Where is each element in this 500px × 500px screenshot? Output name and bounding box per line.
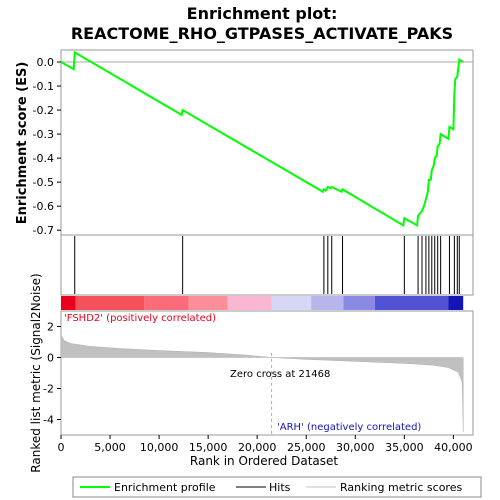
positive-correlation-label: 'FSHD2' (positively correlated) xyxy=(64,313,216,324)
ranked-ytick-label: -4 xyxy=(43,414,54,427)
heat-bar-segment xyxy=(374,296,449,310)
chart-title-line1: Enrichment plot: xyxy=(187,4,338,23)
ranked-ytick-label: -2 xyxy=(43,383,54,396)
es-y-axis-label: Enrichment score (ES) xyxy=(15,62,30,225)
x-axis-label: Rank in Ordered Dataset xyxy=(190,454,338,468)
es-ytick-label: 0.0 xyxy=(37,56,55,69)
x-tick-label: 15,000 xyxy=(189,441,228,454)
es-ytick-label: -0.6 xyxy=(33,200,54,213)
ranked-ytick-label: 2 xyxy=(47,321,54,334)
heat-bar-segment xyxy=(144,296,189,310)
es-ytick-label: -0.3 xyxy=(33,128,54,141)
chart-title-line2: REACTOME_RHO_GTPASES_ACTIVATE_PAKS xyxy=(71,24,453,43)
heat-bar-segment xyxy=(448,296,464,310)
zero-cross-label: Zero cross at 21468 xyxy=(230,369,330,380)
heat-bar-segment xyxy=(311,296,344,310)
heat-bar-segment xyxy=(227,296,272,310)
x-tick-label: 25,000 xyxy=(287,441,326,454)
es-panel-frame xyxy=(60,49,474,236)
ranked-ytick-label: 0 xyxy=(47,352,54,365)
es-ytick-label: -0.4 xyxy=(33,152,54,165)
heat-bar-segment xyxy=(188,296,228,310)
x-tick-label: 0 xyxy=(58,441,65,454)
es-ytick-label: -0.7 xyxy=(33,224,54,237)
x-tick-label: 40,000 xyxy=(434,441,473,454)
x-tick-label: 10,000 xyxy=(140,441,179,454)
x-tick-label: 35,000 xyxy=(385,441,424,454)
legend-label-ranking: Ranking metric scores xyxy=(340,481,462,494)
enrichment-profile-line xyxy=(60,50,464,228)
es-ytick-label: -0.5 xyxy=(33,176,54,189)
x-tick-label: 20,000 xyxy=(238,441,277,454)
heat-bar-segment xyxy=(343,296,375,310)
x-tick-label: 30,000 xyxy=(336,441,375,454)
heat-bar-segment xyxy=(75,296,145,310)
ranked-panel-frame xyxy=(60,310,474,436)
hits-panel-frame xyxy=(60,234,474,296)
legend-label-hits: Hits xyxy=(269,481,291,494)
legend-frame xyxy=(72,476,482,498)
es-ytick-label: -0.2 xyxy=(33,104,54,117)
heat-bar-segment xyxy=(271,296,312,310)
heat-bar-segment xyxy=(61,296,76,310)
x-tick-label: 5,000 xyxy=(94,441,126,454)
negative-correlation-label: 'ARH' (negatively correlated) xyxy=(277,422,421,433)
es-ytick-label: -0.1 xyxy=(33,80,54,93)
ranked-y-axis-label: Ranked list metric (Signal2Noise) xyxy=(29,273,43,472)
legend-label-profile: Enrichment profile xyxy=(114,481,216,494)
ranking-metric-area xyxy=(60,334,464,432)
